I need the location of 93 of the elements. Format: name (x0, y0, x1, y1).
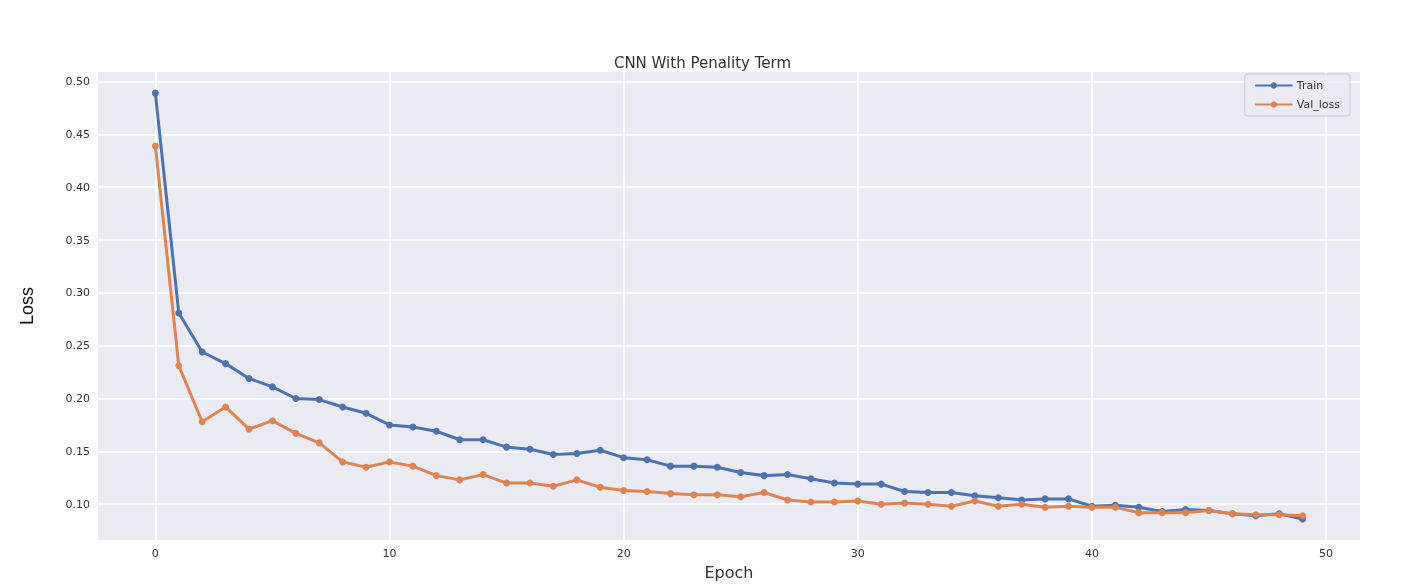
x-tick-label: 30 (850, 547, 865, 561)
point (643, 456, 651, 464)
point (760, 472, 768, 480)
point (1018, 500, 1026, 508)
point (760, 489, 768, 497)
y-tick-label: 0.45 (65, 127, 90, 141)
x-tick-label: 10 (382, 547, 397, 561)
point (222, 360, 230, 368)
y-tick-label: 0.35 (65, 233, 90, 247)
point (339, 458, 347, 466)
point (877, 480, 885, 488)
point (596, 483, 604, 491)
point (994, 502, 1002, 510)
point (386, 458, 393, 466)
point (784, 471, 792, 479)
point (175, 362, 183, 370)
point (573, 449, 581, 457)
point (1065, 495, 1072, 503)
point (549, 482, 557, 490)
point (830, 479, 838, 487)
chart-title: CNN With Penality Term (613, 53, 792, 72)
point (666, 462, 674, 470)
y-axis-title: Loss (17, 287, 37, 326)
point (315, 396, 323, 404)
point (994, 494, 1002, 502)
point (854, 497, 862, 505)
point (573, 476, 581, 484)
y-tick-label: 0.40 (65, 180, 90, 194)
point (292, 429, 300, 437)
point (643, 488, 651, 495)
point (409, 462, 417, 470)
point (549, 451, 557, 459)
point (268, 417, 276, 425)
point (362, 409, 370, 417)
point (151, 142, 159, 150)
point (1065, 502, 1072, 510)
point (713, 463, 721, 471)
point (432, 427, 440, 435)
point (175, 309, 183, 317)
point (807, 475, 815, 483)
point (924, 489, 932, 497)
point (737, 493, 745, 501)
point (386, 421, 393, 429)
point (1182, 509, 1190, 517)
y-tick-label: 0.25 (65, 339, 90, 353)
point (620, 486, 628, 494)
point (901, 499, 909, 507)
point (690, 462, 698, 470)
point (737, 468, 745, 476)
point (479, 436, 487, 444)
point (292, 395, 300, 403)
point (315, 439, 323, 447)
point (947, 489, 955, 497)
point (432, 472, 440, 480)
point (784, 496, 792, 504)
point (877, 500, 885, 508)
x-axis-title: Epoch (704, 562, 754, 582)
point (479, 471, 487, 479)
point (666, 490, 674, 498)
point (268, 383, 276, 391)
point (339, 403, 347, 411)
point (151, 89, 159, 97)
x-tick-label: 40 (1084, 547, 1099, 561)
point (503, 443, 511, 451)
point (830, 498, 838, 506)
point (503, 479, 511, 487)
y-tick-label: 0.15 (65, 444, 90, 458)
x-tick-label: 20 (616, 547, 631, 561)
y-tick-label: 0.50 (65, 75, 90, 89)
y-tick-label: 0.20 (65, 392, 90, 406)
point (596, 446, 604, 454)
point (713, 491, 721, 499)
legend-label: Val_loss (1296, 98, 1341, 111)
point (222, 403, 230, 411)
point (901, 488, 909, 495)
point (526, 445, 534, 453)
y-tick-label: 0.10 (65, 497, 90, 511)
x-tick-label: 50 (1319, 547, 1334, 561)
point (456, 476, 464, 484)
point (620, 454, 628, 462)
y-tick-label: 0.30 (65, 286, 90, 300)
point (947, 502, 955, 510)
legend-label: Train (1295, 79, 1324, 92)
point (1041, 495, 1049, 503)
point (854, 480, 862, 488)
point (1135, 509, 1143, 517)
point (1041, 503, 1049, 511)
point (690, 491, 698, 499)
point (456, 436, 464, 444)
point (362, 463, 370, 471)
x-tick-label: 0 (151, 547, 159, 561)
point (245, 374, 253, 382)
point (198, 418, 206, 426)
